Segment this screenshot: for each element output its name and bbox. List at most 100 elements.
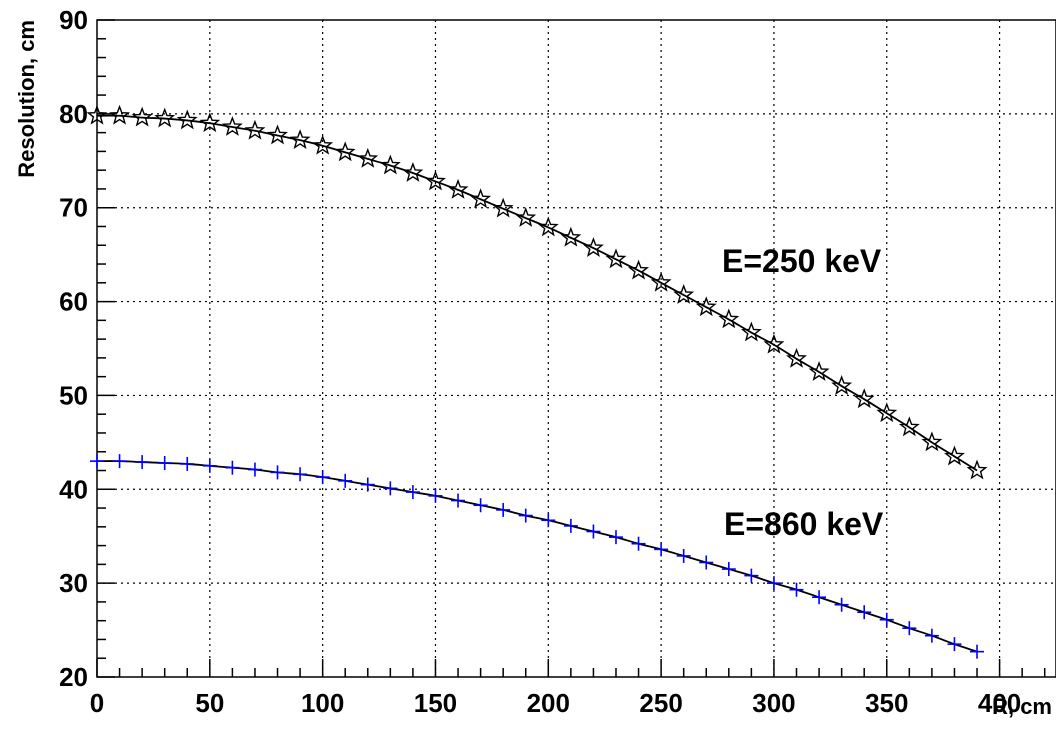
data-point-plus bbox=[631, 536, 646, 551]
data-point-plus bbox=[789, 582, 804, 597]
data-point-plus bbox=[360, 477, 375, 492]
x-tick-label: 400 bbox=[978, 688, 1021, 718]
y-tick-label: 90 bbox=[59, 5, 88, 35]
data-point-star bbox=[695, 296, 717, 317]
data-point-star bbox=[740, 321, 762, 342]
x-tick-label: 0 bbox=[90, 688, 104, 718]
data-point-plus bbox=[135, 455, 150, 470]
y-tick-label: 80 bbox=[59, 99, 88, 129]
data-point-plus bbox=[338, 473, 353, 488]
axis-ticks bbox=[96, 19, 1046, 678]
data-point-plus bbox=[293, 467, 308, 482]
series-e860 bbox=[90, 454, 985, 659]
data-point-star bbox=[379, 154, 401, 175]
data-point-plus bbox=[834, 597, 849, 612]
data-point-star bbox=[944, 445, 965, 466]
y-tick-label: 40 bbox=[59, 474, 88, 504]
data-point-star bbox=[786, 347, 807, 368]
data-point-star bbox=[425, 170, 446, 191]
data-point-plus bbox=[879, 612, 894, 627]
data-point-star bbox=[831, 375, 853, 395]
data-point-plus bbox=[721, 562, 736, 577]
data-point-star bbox=[628, 259, 649, 280]
data-point-plus bbox=[608, 530, 623, 545]
data-point-plus bbox=[496, 502, 511, 517]
data-point-star bbox=[921, 431, 943, 452]
data-point-plus bbox=[541, 513, 556, 528]
data-point-star bbox=[176, 109, 198, 130]
data-point-star bbox=[402, 162, 424, 182]
y-axis-title: Resolution, cm bbox=[14, 20, 39, 178]
data-point-plus bbox=[405, 485, 420, 500]
x-tick-label: 200 bbox=[527, 688, 570, 718]
data-point-star bbox=[605, 248, 627, 269]
x-tick-label: 250 bbox=[639, 688, 682, 718]
y-tick-label: 30 bbox=[59, 568, 88, 598]
data-point-plus bbox=[225, 460, 240, 475]
data-point-star bbox=[289, 129, 311, 150]
data-point-plus bbox=[383, 481, 398, 496]
data-point-star bbox=[154, 107, 176, 128]
data-point-plus bbox=[428, 488, 443, 503]
data-point-star bbox=[763, 333, 785, 354]
data-point-plus bbox=[518, 508, 533, 523]
data-point-star bbox=[515, 207, 537, 227]
data-point-plus bbox=[676, 548, 691, 563]
y-tick-label: 20 bbox=[59, 662, 88, 692]
x-axis-title: R, cm bbox=[992, 694, 1052, 719]
data-point-star bbox=[447, 178, 469, 199]
data-point-plus bbox=[947, 637, 962, 652]
data-point-star bbox=[357, 147, 379, 168]
data-point-star bbox=[267, 124, 288, 145]
data-point-plus bbox=[157, 456, 172, 471]
data-point-plus bbox=[180, 456, 195, 471]
data-point-star bbox=[966, 459, 988, 480]
series-e250 bbox=[86, 104, 988, 480]
series-layer bbox=[86, 104, 988, 659]
data-point-plus bbox=[744, 568, 759, 583]
x-tick-label: 150 bbox=[414, 688, 457, 718]
x-tick-label: 50 bbox=[195, 688, 224, 718]
fit-curve bbox=[96, 460, 978, 653]
data-point-plus bbox=[970, 644, 985, 659]
data-point-plus bbox=[812, 590, 827, 605]
fit-curve bbox=[96, 114, 978, 472]
data-point-star bbox=[876, 402, 898, 423]
data-point-star bbox=[334, 141, 356, 162]
data-point-star bbox=[470, 188, 492, 209]
data-point-plus bbox=[857, 605, 872, 620]
data-point-star bbox=[199, 112, 221, 133]
grid-lines bbox=[97, 20, 1056, 677]
data-point-star bbox=[109, 104, 131, 125]
data-point-star bbox=[537, 216, 559, 237]
data-point-star bbox=[244, 119, 266, 140]
x-tick-label: 300 bbox=[752, 688, 795, 718]
data-point-star bbox=[560, 226, 582, 247]
data-point-star bbox=[131, 106, 153, 127]
tick-labels: 0 50 100 150 200 250 300 350 400 20 30 40 50 60 70 80 90 bbox=[59, 5, 1021, 718]
y-tick-label: 60 bbox=[59, 287, 88, 317]
data-point-plus bbox=[473, 498, 488, 513]
x-tick-label: 100 bbox=[301, 688, 344, 718]
data-point-plus bbox=[112, 454, 127, 469]
data-point-star bbox=[312, 134, 334, 155]
data-point-star bbox=[673, 284, 695, 304]
plot-frame bbox=[96, 19, 1056, 678]
data-point-plus bbox=[451, 493, 466, 508]
annotation-e250: E=250 keV bbox=[722, 243, 882, 279]
data-point-star bbox=[221, 116, 243, 136]
data-point-star bbox=[650, 271, 672, 292]
data-point-star bbox=[86, 104, 108, 125]
data-point-plus bbox=[90, 454, 104, 469]
data-point-star bbox=[718, 308, 740, 329]
data-point-plus bbox=[924, 628, 939, 643]
y-tick-label: 50 bbox=[59, 380, 88, 410]
data-point-star bbox=[492, 197, 514, 218]
data-point-star bbox=[808, 360, 830, 381]
data-point-plus bbox=[202, 458, 217, 473]
data-point-plus bbox=[699, 555, 714, 570]
data-point-plus bbox=[902, 621, 917, 636]
annotation-e860: E=860 keV bbox=[724, 506, 884, 542]
data-point-plus bbox=[247, 462, 262, 477]
